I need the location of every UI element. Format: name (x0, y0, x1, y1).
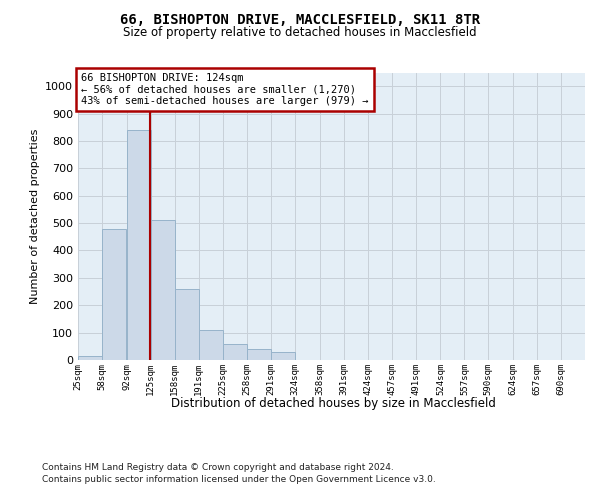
Bar (247, 349, 271, 360)
Text: Contains HM Land Registry data © Crown copyright and database right 2024.: Contains HM Land Registry data © Crown c… (42, 462, 394, 471)
Bar (151, 220, 175, 360)
Bar (127, 130, 151, 360)
Bar (102, 228, 126, 360)
Text: Contains public sector information licensed under the Open Government Licence v3: Contains public sector information licen… (42, 475, 436, 484)
Bar (175, 289, 199, 360)
Text: Size of property relative to detached houses in Macclesfield: Size of property relative to detached ho… (123, 26, 477, 39)
Bar (271, 352, 295, 360)
Text: Distribution of detached houses by size in Macclesfield: Distribution of detached houses by size … (170, 398, 496, 410)
Text: 66 BISHOPTON DRIVE: 124sqm
← 56% of detached houses are smaller (1,270)
43% of s: 66 BISHOPTON DRIVE: 124sqm ← 56% of deta… (81, 73, 368, 106)
Bar (199, 330, 223, 360)
Bar (78, 356, 102, 360)
Y-axis label: Number of detached properties: Number of detached properties (29, 128, 40, 304)
Text: 66, BISHOPTON DRIVE, MACCLESFIELD, SK11 8TR: 66, BISHOPTON DRIVE, MACCLESFIELD, SK11 … (120, 12, 480, 26)
Bar (223, 344, 247, 360)
